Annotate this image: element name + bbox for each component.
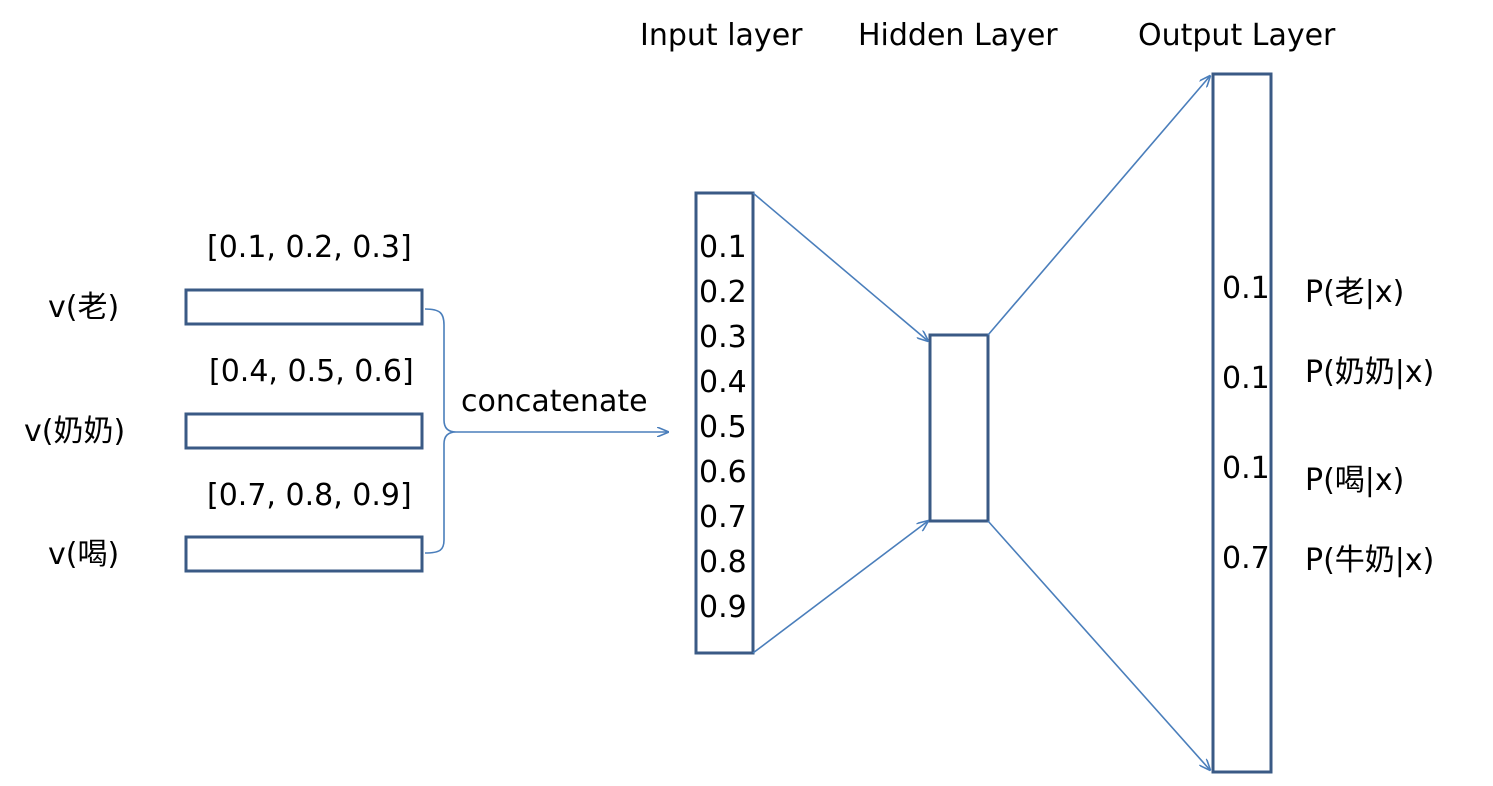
input-value: 0.4	[699, 365, 747, 400]
hidden-layer-box	[928, 333, 990, 523]
output-prob-nainai: 0.1	[1222, 361, 1270, 396]
input-value: 0.3	[699, 320, 747, 355]
output-layer-box	[1211, 72, 1273, 774]
input-value: 0.5	[699, 410, 747, 445]
input-value: 0.7	[699, 500, 747, 535]
input-value: 0.8	[699, 545, 747, 580]
arrow-input-top-to-hidden	[752, 192, 928, 341]
concat-brace	[424, 308, 457, 554]
arrow-hidden-to-output-top	[987, 76, 1210, 336]
embedding-box-lao	[184, 288, 424, 326]
hidden-layer-title: Hidden Layer	[858, 18, 1058, 53]
output-prob-niunai: 0.7	[1222, 541, 1270, 576]
output-layer-title: Output Layer	[1138, 18, 1336, 53]
input-value: 0.2	[699, 275, 747, 310]
input-value: 0.6	[699, 455, 747, 490]
embedding-vector-lao: [0.1, 0.2, 0.3]	[207, 230, 412, 265]
input-layer-box	[694, 191, 755, 655]
word-label-he: v(喝)	[48, 537, 120, 572]
word-label-nainai: v(奶奶)	[24, 414, 126, 449]
output-label-niunai: P(牛奶|x)	[1305, 543, 1435, 578]
output-prob-he: 0.1	[1222, 451, 1270, 486]
arrow-input-bottom-to-hidden	[752, 521, 928, 654]
output-label-nainai: P(奶奶|x)	[1305, 355, 1435, 390]
word-label-lao: v(老)	[48, 290, 120, 325]
embedding-box-nainai	[184, 412, 424, 450]
output-label-he: P(喝|x)	[1305, 463, 1405, 498]
arrow-hidden-to-output-bottom	[987, 520, 1210, 770]
concatenate-label: concatenate	[461, 384, 648, 419]
output-label-lao: P(老|x)	[1305, 275, 1405, 310]
embedding-vector-he: [0.7, 0.8, 0.9]	[207, 478, 412, 513]
input-layer-title: Input layer	[640, 18, 803, 53]
input-value: 0.1	[699, 230, 747, 265]
input-value: 0.9	[699, 590, 747, 625]
embedding-box-he	[184, 535, 424, 573]
output-prob-lao: 0.1	[1222, 271, 1270, 306]
embedding-vector-nainai: [0.4, 0.5, 0.6]	[209, 354, 414, 389]
